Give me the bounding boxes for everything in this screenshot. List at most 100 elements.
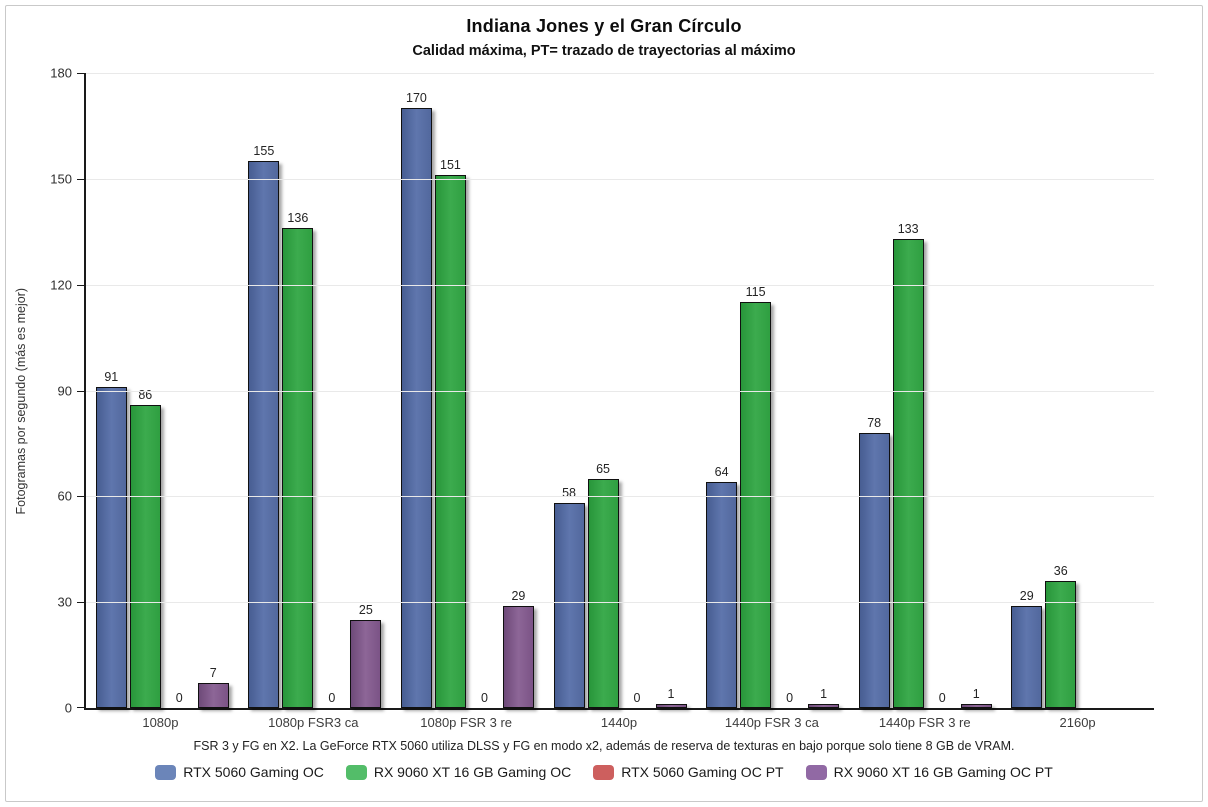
bar-value-label: 0 xyxy=(786,691,794,705)
bar-value-label: 0 xyxy=(480,691,488,705)
bar-slot: 0 xyxy=(927,691,958,708)
legend-swatch xyxy=(155,764,177,780)
y-axis-title-column: Fotogramas por segundo (más es mejor) xyxy=(6,73,36,730)
y-axis-title: Fotogramas por segundo (más es mejor) xyxy=(14,288,28,515)
gridline xyxy=(86,602,1154,604)
gridline xyxy=(86,496,1154,498)
legend-swatch xyxy=(345,764,367,780)
bar-slot: 0 xyxy=(622,691,653,708)
bar-slot: 0 xyxy=(469,691,500,708)
x-category-label: 1440p xyxy=(600,715,638,730)
legend-label: RTX 5060 Gaming OC xyxy=(183,764,324,780)
bar-value-label: 133 xyxy=(897,221,919,236)
bar-slot: 91 xyxy=(95,369,127,708)
bar-group: 91 86 0 7 xyxy=(86,73,239,708)
bar-value-label: 65 xyxy=(596,461,610,476)
x-category-label: 1080p FSR3 ca xyxy=(268,715,359,730)
legend-swatch xyxy=(805,764,827,780)
bar-group: 78 133 0 1 xyxy=(849,73,1002,708)
y-tick-mark xyxy=(77,73,84,74)
bar xyxy=(1011,605,1043,708)
bar xyxy=(434,175,466,708)
bar xyxy=(587,478,619,708)
bar-value-label: 170 xyxy=(406,91,427,106)
bar-group: 29 36 xyxy=(1001,73,1154,708)
legend-label: RX 9060 XT 16 GB Gaming OC PT xyxy=(833,764,1053,780)
legend-label: RTX 5060 Gaming OC PT xyxy=(621,764,784,780)
y-tick-mark xyxy=(77,496,84,498)
bar-slot: 7 xyxy=(197,666,229,708)
bar-group: 58 65 0 1 xyxy=(544,73,697,708)
legend-item: RTX 5060 Gaming OC PT xyxy=(593,764,784,780)
bar xyxy=(960,704,992,708)
bar xyxy=(129,404,161,708)
bar-groups: 91 86 0 7 155 136 0 25 170 151 0 29 58 65 0 1 64 115 0 1 78 1… xyxy=(86,73,1154,708)
bar-slot: 78 xyxy=(858,415,890,708)
bar-slot: 29 xyxy=(502,589,534,708)
legend-swatch xyxy=(593,764,615,780)
x-category-label: 1080p FSR 3 re xyxy=(420,715,513,730)
bar xyxy=(858,432,890,708)
bar-group: 155 136 0 25 xyxy=(239,73,392,708)
x-axis-category-row: 1080p 1080p FSR3 ca 1080p FSR 3 re 1440p 144… xyxy=(84,715,1154,730)
legend-item: RX 9060 XT 16 GB Gaming OC PT xyxy=(805,764,1053,780)
x-category-label: 2160p xyxy=(1059,715,1096,730)
gridline xyxy=(86,178,1154,180)
y-tick-label: 90 xyxy=(57,383,72,398)
bar-value-label: 115 xyxy=(745,285,766,300)
legend: RTX 5060 Gaming OC RX 9060 XT 16 GB Gamin… xyxy=(6,764,1202,780)
bar-slot: 65 xyxy=(587,461,619,708)
legend-item: RTX 5060 Gaming OC xyxy=(155,764,324,780)
bar xyxy=(400,108,432,708)
bar-slot: 58 xyxy=(553,486,585,708)
bar xyxy=(282,228,314,708)
x-category-label: 1440p FSR 3 re xyxy=(878,715,971,730)
legend-item: RX 9060 XT 16 GB Gaming OC xyxy=(345,764,571,780)
bar-slot: 0 xyxy=(316,691,347,708)
bar-value-label: 91 xyxy=(104,369,119,384)
bar-group: 64 115 0 1 xyxy=(696,73,849,708)
y-tick-label: 150 xyxy=(50,171,72,187)
bar xyxy=(892,238,924,708)
y-tick-label: 180 xyxy=(50,65,72,81)
bar-group: 170 151 0 29 xyxy=(391,73,544,708)
bar-value-label: 155 xyxy=(253,144,275,159)
gridline xyxy=(86,390,1154,392)
bar-value-label: 1 xyxy=(972,687,980,702)
bar xyxy=(655,704,687,708)
x-category-label: 1440p FSR 3 ca xyxy=(724,715,819,730)
bar xyxy=(502,605,534,708)
y-tick-mark xyxy=(77,602,84,604)
bar-value-label: 64 xyxy=(714,465,729,480)
bar-slot: 64 xyxy=(706,465,738,708)
bar-value-label: 0 xyxy=(175,691,183,705)
bar-slot: 25 xyxy=(350,603,382,708)
bar-value-label: 136 xyxy=(287,211,309,226)
bar-slot: 1 xyxy=(808,687,840,708)
bar xyxy=(1045,581,1077,708)
bar-value-label: 0 xyxy=(328,691,336,705)
bar-value-label: 1 xyxy=(667,687,675,702)
plot-column: 91 86 0 7 155 136 0 25 170 151 0 29 58 65 0 1 64 115 0 1 78 1… xyxy=(50,66,1154,730)
bar-value-label: 58 xyxy=(562,486,576,501)
bar-slot: 0 xyxy=(164,691,195,708)
gridline xyxy=(86,284,1154,286)
bar-slot: 86 xyxy=(129,388,161,708)
bar-slot: 1 xyxy=(655,687,687,708)
bar xyxy=(553,503,585,708)
bar-slot: 0 xyxy=(774,691,805,708)
right-spacer xyxy=(1154,73,1202,730)
bar-slot: 170 xyxy=(400,91,432,708)
y-tick-label: 0 xyxy=(64,700,72,716)
bar-value-label: 78 xyxy=(867,415,882,430)
gridline xyxy=(86,73,1154,74)
y-tick-label: 120 xyxy=(50,277,72,293)
bar xyxy=(95,386,127,708)
bar xyxy=(197,683,229,708)
bar-value-label: 7 xyxy=(209,666,217,681)
footnote: FSR 3 y FG en X2. La GeForce RTX 5060 ut… xyxy=(193,739,1015,753)
y-tick-label: 60 xyxy=(57,488,72,504)
bar-value-label: 151 xyxy=(440,158,461,173)
bar xyxy=(808,704,840,708)
y-tick-mark xyxy=(77,390,84,392)
